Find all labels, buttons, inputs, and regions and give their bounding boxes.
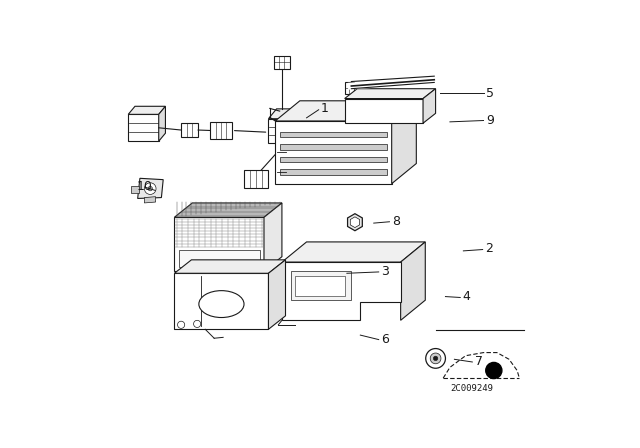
Ellipse shape [199,291,244,318]
Text: 5: 5 [486,86,494,100]
Polygon shape [282,262,401,320]
Polygon shape [269,109,310,119]
Text: 6: 6 [381,333,389,346]
Circle shape [486,362,502,379]
Polygon shape [264,203,282,271]
Polygon shape [174,273,269,329]
Text: 3: 3 [381,264,389,278]
Text: 2C009249: 2C009249 [450,384,493,393]
Polygon shape [275,101,417,121]
Polygon shape [128,114,159,141]
Polygon shape [344,89,436,99]
Polygon shape [269,119,302,143]
Polygon shape [423,89,436,123]
Polygon shape [282,242,425,262]
Polygon shape [210,122,232,139]
Polygon shape [128,106,165,114]
Circle shape [145,183,156,194]
Text: 4: 4 [463,290,470,303]
Polygon shape [295,276,344,296]
Polygon shape [174,260,285,273]
Polygon shape [350,217,360,228]
Polygon shape [145,197,156,203]
Polygon shape [344,82,355,94]
Polygon shape [179,250,260,267]
Text: 2: 2 [485,242,493,255]
Circle shape [426,349,445,368]
Polygon shape [280,157,387,162]
Polygon shape [280,169,387,175]
Polygon shape [138,178,163,198]
Polygon shape [275,121,392,184]
Circle shape [430,353,441,364]
Polygon shape [344,99,423,123]
Text: 8: 8 [392,215,399,228]
Polygon shape [159,106,165,141]
Polygon shape [174,203,282,217]
Text: 7: 7 [474,355,483,369]
Polygon shape [280,132,387,137]
Polygon shape [348,214,362,231]
Polygon shape [291,271,351,300]
Text: 1: 1 [321,102,329,115]
Text: 9: 9 [486,114,493,127]
Polygon shape [244,170,269,188]
Polygon shape [181,123,198,137]
Circle shape [433,356,438,361]
Polygon shape [392,101,417,184]
Text: 10: 10 [136,180,152,193]
Polygon shape [302,109,310,143]
Polygon shape [131,186,139,193]
Polygon shape [401,242,425,320]
Polygon shape [174,217,264,271]
Polygon shape [280,144,387,150]
Circle shape [193,320,201,327]
Circle shape [177,321,185,328]
Polygon shape [269,260,285,329]
Circle shape [148,186,152,191]
Polygon shape [274,56,289,69]
